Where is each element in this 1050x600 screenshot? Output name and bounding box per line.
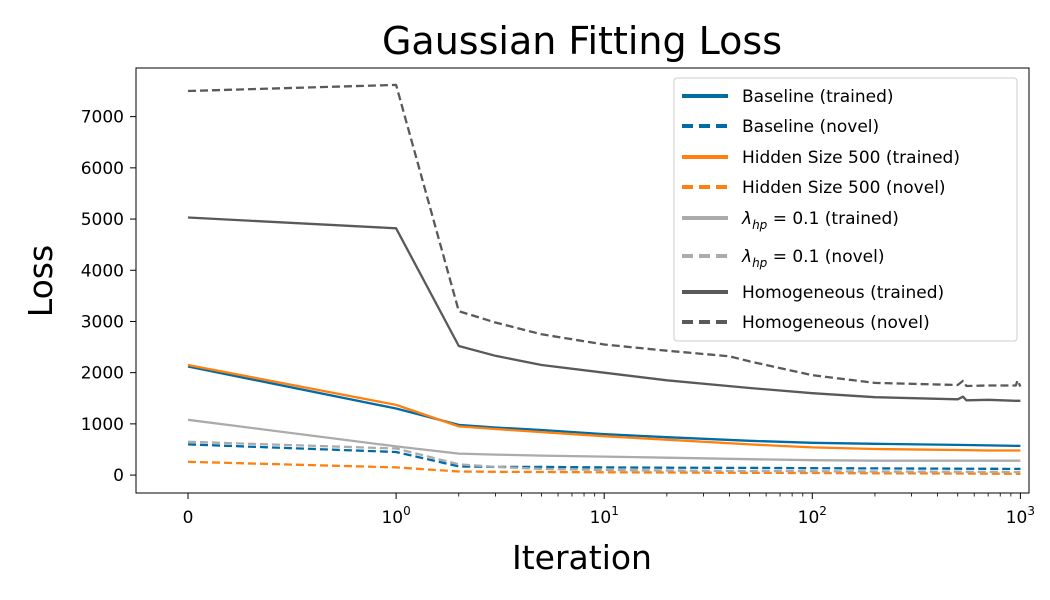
x-tick-label: 102 <box>798 504 827 528</box>
legend-label-3: Hidden Size 500 (novel) <box>742 178 946 198</box>
x-axis-label: Iteration <box>512 538 652 577</box>
y-axis-label: Loss <box>21 245 60 317</box>
y-tick-label: 2000 <box>81 364 124 384</box>
y-tick-label: 3000 <box>81 312 124 332</box>
series-line-1 <box>187 443 1021 471</box>
legend-label-2: Hidden Size 500 (trained) <box>742 148 960 168</box>
series-line-0 <box>187 365 1021 448</box>
series-line-2 <box>187 363 1021 452</box>
legend-label-0: Baseline (trained) <box>742 87 894 107</box>
series-line-6 <box>187 216 1021 402</box>
x-tick-label: 103 <box>1006 504 1035 528</box>
chart-title: Gaussian Fitting Loss <box>382 19 782 63</box>
x-tick-label: 101 <box>590 504 619 528</box>
legend-box <box>673 77 1018 342</box>
y-axis: 0 1000 2000 3000 4000 5000 6000 7000 <box>81 108 136 486</box>
y-tick-label: 0 <box>113 466 124 486</box>
x-tick-label: 0 <box>183 508 194 528</box>
series-line-3 <box>187 460 1021 475</box>
legend-label-5: λhp = 0.1 (novel) <box>741 247 884 270</box>
legend-label-1: Baseline (novel) <box>742 117 879 137</box>
series-line-7 <box>187 83 1022 388</box>
x-axis: 0 100 101 102 103 <box>183 493 1035 528</box>
y-tick-label: 1000 <box>81 415 124 435</box>
series-line-5 <box>187 440 1021 474</box>
x-tick-label: 100 <box>381 504 410 528</box>
y-tick-label: 4000 <box>81 261 124 281</box>
legend-label-6: Homogeneous (trained) <box>742 283 944 303</box>
plot-area-frame <box>135 67 1030 494</box>
y-tick-label: 5000 <box>81 210 124 230</box>
series-line-4 <box>187 418 1021 462</box>
legend-label-7: Homogeneous (novel) <box>742 313 930 333</box>
plot-lines <box>187 83 1022 475</box>
legend: Baseline (trained) Baseline (novel) Hidden… <box>673 77 1018 342</box>
y-tick-label: 6000 <box>81 159 124 179</box>
legend-label-4: λhp = 0.1 (trained) <box>741 209 899 232</box>
y-tick-label: 7000 <box>81 108 124 128</box>
